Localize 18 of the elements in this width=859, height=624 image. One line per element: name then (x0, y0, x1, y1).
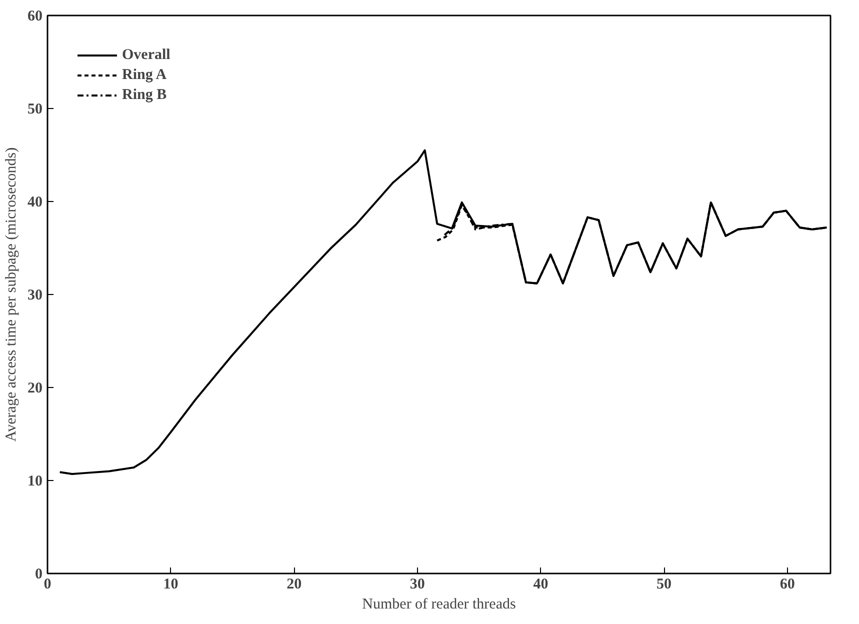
x-tick-label: 50 (656, 576, 672, 592)
legend-label: Overall (122, 46, 170, 64)
legend-label: Ring A (122, 66, 167, 84)
x-tick-label: 30 (410, 576, 425, 592)
legend-label: Ring B (122, 86, 167, 104)
y-tick-label: 30 (28, 288, 42, 304)
y-tick-label: 0 (35, 566, 42, 582)
x-axis-title: Number of reader threads (362, 596, 516, 612)
y-axis-title: Average access time per subpage (microseconds) (4, 147, 20, 442)
y-tick-label: 40 (28, 194, 42, 210)
x-tick-label: 20 (286, 576, 302, 592)
y-tick-label: 10 (28, 474, 42, 490)
y-tick-label: 60 (28, 8, 42, 24)
x-tick-label: 40 (533, 576, 548, 592)
y-tick-label: 50 (28, 102, 42, 118)
y-tick-label: 20 (28, 380, 42, 396)
x-tick-label: 60 (780, 576, 795, 592)
x-tick-label: 10 (163, 576, 178, 592)
